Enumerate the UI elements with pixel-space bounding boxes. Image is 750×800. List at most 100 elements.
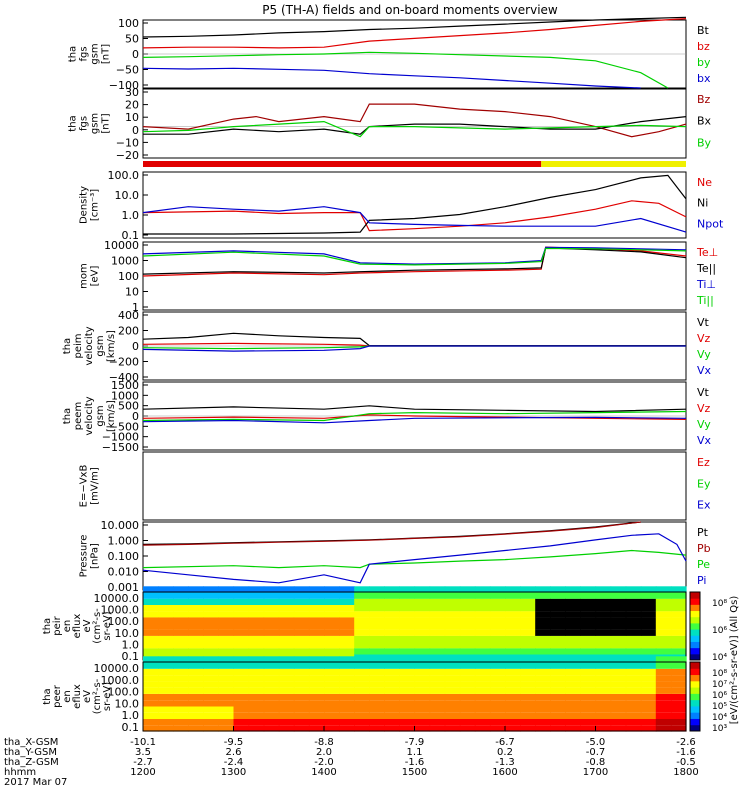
spectrogram-cell bbox=[595, 668, 612, 676]
spectrogram-cell bbox=[625, 598, 642, 605]
legend-entry: bx bbox=[697, 72, 711, 85]
date-label: 2017 Mar 07 bbox=[4, 777, 67, 788]
spectrogram-cell bbox=[308, 700, 325, 707]
spectrogram-cell bbox=[595, 629, 612, 636]
spectrogram-cell bbox=[670, 681, 687, 688]
spectrogram-cell bbox=[188, 719, 204, 726]
spectrogram-cell bbox=[158, 656, 174, 663]
spectrogram-cell bbox=[369, 712, 385, 719]
spectrogram-cell bbox=[218, 586, 235, 593]
spectrogram-cell bbox=[369, 681, 385, 688]
spectrogram-cell bbox=[610, 700, 627, 707]
spectrogram-cell bbox=[459, 675, 476, 682]
spectrogram-cell bbox=[580, 668, 597, 676]
spectrogram-cell bbox=[489, 617, 506, 624]
spectrogram-cell bbox=[354, 712, 370, 719]
spectrogram-cell bbox=[369, 586, 385, 593]
spectrogram-cell bbox=[263, 687, 280, 694]
spectrogram-cell bbox=[655, 681, 672, 688]
spectrogram-cell bbox=[278, 611, 295, 618]
spectrogram-cell bbox=[354, 681, 370, 688]
spectrogram-cell bbox=[203, 586, 219, 593]
spectrogram-cell bbox=[595, 675, 612, 682]
spectrogram-cell bbox=[158, 681, 174, 688]
spectrogram-cell bbox=[655, 719, 672, 726]
spectrogram-cell bbox=[143, 706, 159, 713]
spectrogram-cell bbox=[550, 725, 566, 732]
series-line bbox=[142, 549, 687, 569]
spectrogram-cell bbox=[369, 598, 385, 605]
spectrogram-cell bbox=[188, 642, 204, 649]
y-tick-label: 10.0 bbox=[115, 189, 140, 202]
y-tick-label: 100.0 bbox=[108, 615, 140, 628]
spectrogram-cell bbox=[459, 648, 476, 655]
spectrogram-cell bbox=[354, 725, 370, 732]
spectrogram-cell bbox=[324, 656, 340, 663]
spectrogram-cell bbox=[173, 719, 189, 726]
spectrogram-cell bbox=[188, 656, 204, 663]
spectrogram-cell bbox=[399, 623, 416, 630]
spectrogram-cell bbox=[354, 648, 370, 655]
spectrogram-cell bbox=[550, 635, 566, 643]
spectrogram-cell bbox=[505, 675, 521, 682]
spectrogram-cell bbox=[565, 623, 581, 630]
spectrogram-cell bbox=[520, 662, 536, 669]
spectrogram-cell bbox=[489, 586, 506, 593]
spectrogram-cell bbox=[399, 611, 416, 618]
spectrogram-cell bbox=[218, 662, 235, 669]
spectrogram-cell bbox=[429, 719, 446, 726]
y-axis-label: Density bbox=[79, 186, 90, 224]
spectrogram-cell bbox=[384, 604, 400, 612]
spectrogram-cell bbox=[459, 681, 476, 688]
spectrogram-cell bbox=[339, 662, 355, 669]
spectrogram-cell bbox=[339, 598, 355, 605]
panel-8: 10.000 1.000 0.100 0.010 0.001 Pressure [nPa] P… bbox=[79, 519, 711, 594]
spectrogram-cell bbox=[414, 598, 431, 605]
spectrogram-cell bbox=[414, 604, 431, 612]
spectrogram-cell bbox=[595, 687, 612, 694]
spectrogram-cell bbox=[474, 604, 491, 612]
spectrogram-cell bbox=[173, 617, 189, 624]
y-axis-label: sr-eV) bbox=[102, 611, 113, 640]
spectrogram-cell bbox=[369, 648, 385, 655]
spectrogram-cell bbox=[625, 642, 642, 649]
spectrogram-cell bbox=[565, 598, 581, 605]
spectrogram-cell bbox=[550, 611, 566, 618]
spectrogram-cell bbox=[474, 611, 491, 618]
series-line bbox=[142, 51, 669, 89]
spectrogram-cell bbox=[550, 586, 566, 593]
colorbar-swatch bbox=[690, 680, 700, 688]
spectrogram-cell bbox=[610, 586, 627, 593]
spectrogram-cell bbox=[505, 598, 521, 605]
spectrogram-cell bbox=[655, 629, 672, 636]
spectrogram-cell bbox=[218, 604, 235, 612]
spectrogram-cell bbox=[625, 592, 642, 599]
series-line bbox=[143, 174, 687, 235]
spectrogram-cell bbox=[444, 675, 461, 682]
y-axis-label: gsm bbox=[95, 335, 106, 356]
spectrogram-cell bbox=[474, 586, 491, 593]
spectrogram-cell bbox=[535, 700, 551, 707]
spectrogram-cell bbox=[429, 586, 446, 593]
spectrogram-cell bbox=[520, 706, 536, 713]
spectrogram-cell bbox=[173, 598, 189, 605]
spectrogram-cell bbox=[595, 681, 612, 688]
y-axis-label: tha bbox=[68, 115, 79, 131]
colorbar-tick-label: 10⁴ bbox=[712, 653, 727, 663]
spectrogram-cell bbox=[158, 687, 174, 694]
panel-1: 100 50 0 −50 −100 tha fgs gsm [nT] Bt bz by bx bbox=[68, 16, 711, 92]
colorbar-tick-label: 10⁴ bbox=[712, 713, 727, 723]
spectrogram-cell bbox=[655, 687, 672, 694]
spectrogram-cell bbox=[670, 668, 687, 676]
spectrogram-cell bbox=[218, 668, 235, 676]
spectrogram-cell bbox=[550, 623, 566, 630]
spectrogram-cell bbox=[293, 635, 310, 643]
spectrogram-cell bbox=[218, 642, 235, 649]
y-tick-label: 0.001 bbox=[108, 581, 140, 594]
spectrogram-cell bbox=[595, 662, 612, 669]
spectrogram-cell bbox=[293, 586, 310, 593]
ephemeris-value: -1.6 bbox=[405, 757, 425, 768]
spectrogram-cell bbox=[248, 604, 265, 612]
